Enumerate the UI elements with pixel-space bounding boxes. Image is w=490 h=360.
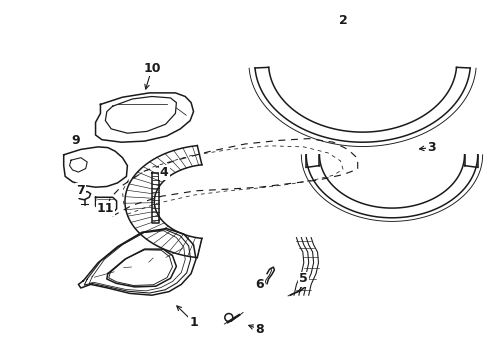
Text: 9: 9	[72, 134, 80, 147]
Text: 1: 1	[189, 316, 198, 329]
Text: 8: 8	[255, 323, 264, 336]
Text: 11: 11	[97, 202, 114, 215]
Text: 10: 10	[143, 62, 161, 75]
Text: 7: 7	[76, 184, 85, 197]
Text: 4: 4	[160, 166, 169, 179]
Text: 2: 2	[339, 14, 347, 27]
Text: 6: 6	[255, 278, 264, 291]
Text: 5: 5	[299, 273, 308, 285]
Text: 3: 3	[427, 141, 436, 154]
